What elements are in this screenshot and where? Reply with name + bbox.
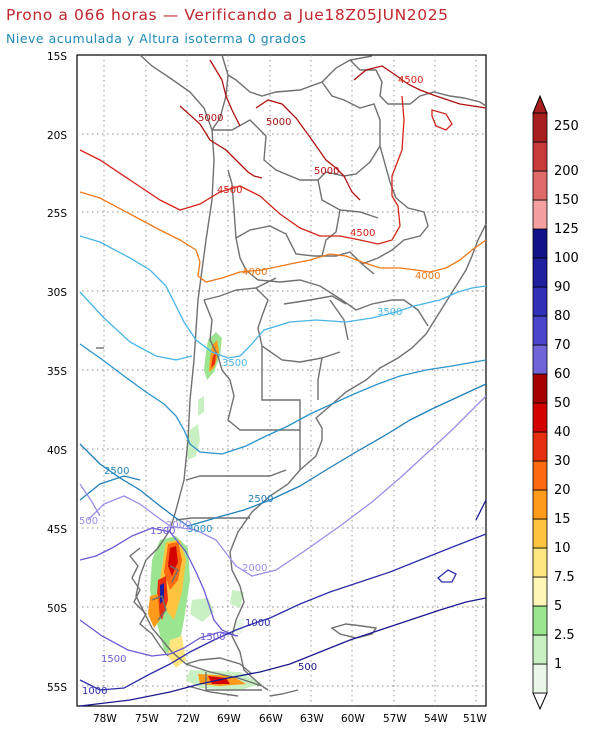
contour-label: 5000: [198, 113, 223, 124]
contour-label: 500: [298, 662, 317, 673]
lat-tick-label: 35S: [47, 366, 67, 378]
colorbar-label: 70: [554, 338, 571, 353]
lon-tick-label: 60W: [341, 713, 365, 725]
contour-label: 5000: [314, 166, 339, 177]
lat-tick-label: 20S: [47, 130, 67, 142]
colorbar-label: 200: [554, 164, 579, 179]
contour-label: 1000: [82, 686, 107, 697]
contour-label: 1000: [245, 618, 270, 629]
contour-label: 4500: [398, 75, 423, 86]
contour-label: 3500: [222, 358, 247, 369]
lon-tick-label: 72W: [176, 713, 200, 725]
map-frame: [76, 54, 487, 707]
isotherm-contours: [79, 59, 487, 707]
longitude-axis: 78W 75W 72W 69W 66W 63W 60W 57W 54W 51W: [93, 713, 487, 725]
contour-label: 4000: [242, 267, 267, 278]
colorbar-label: 40: [554, 425, 571, 440]
contour-label: 2000: [166, 520, 191, 531]
lat-tick-label: 40S: [47, 445, 67, 457]
lat-tick-label: 50S: [47, 603, 67, 615]
colorbar-label: 150: [554, 193, 579, 208]
contour-label: 1500: [200, 632, 225, 643]
colorbar-label: 80: [554, 309, 571, 324]
contour-label: 1500: [101, 654, 126, 665]
colorbar-label: 5: [554, 599, 562, 614]
colorbar-label: 20: [554, 483, 571, 498]
coastline-borders: [96, 54, 487, 697]
map-title: Prono a 066 horas — Verificando a Jue18Z…: [6, 6, 449, 24]
lon-tick-label: 75W: [135, 713, 159, 725]
map-subtitle: Nieve acumulada y Altura isoterma 0 grad…: [6, 31, 307, 46]
lat-tick-label: 45S: [47, 524, 67, 536]
contour-label: 500: [79, 516, 98, 527]
contour-label: 4500: [350, 228, 375, 239]
contour-label: 3500: [377, 307, 402, 318]
colorbar-label: 50: [554, 396, 571, 411]
contour-label: 2000: [242, 563, 267, 574]
colorbar-label: 10: [554, 541, 571, 556]
colorbar-label: 7.5: [554, 570, 575, 585]
lon-tick-label: 78W: [93, 713, 117, 725]
contour-label: 5000: [266, 117, 291, 128]
contour-label: 4500: [217, 185, 242, 196]
colorbar-label: 15: [554, 512, 571, 527]
contour-labels: 5000 5000 5000 4500 4500 4500 4000 4000 …: [79, 75, 440, 697]
lat-tick-label: 25S: [47, 208, 67, 220]
colorbar: 1 2.5 5 7.5 10 15 20 30 40 50 60 70 80 9…: [532, 94, 579, 711]
lon-tick-label: 69W: [217, 713, 241, 725]
colorbar-label: 250: [554, 119, 579, 134]
colorbar-label: 1: [554, 657, 562, 672]
map-grid: [77, 55, 486, 706]
contour-label: 1500: [150, 526, 175, 537]
colorbar-label: 90: [554, 280, 571, 295]
contour-label: 2500: [248, 494, 273, 505]
contour-label: 3000: [187, 524, 212, 535]
contour-label: 4000: [415, 271, 440, 282]
lon-tick-label: 63W: [300, 713, 324, 725]
latitude-axis: 15S 20S 25S 30S 35S 40S 45S 50S 55S: [47, 51, 67, 694]
colorbar-label: 60: [554, 367, 571, 382]
colorbar-label: 2.5: [554, 628, 575, 643]
lon-tick-label: 66W: [259, 713, 283, 725]
lon-tick-label: 57W: [383, 713, 407, 725]
colorbar-label: 30: [554, 454, 571, 469]
lat-tick-label: 15S: [47, 51, 67, 63]
lat-tick-label: 55S: [47, 682, 67, 694]
colorbar-label: 100: [554, 251, 579, 266]
contour-label: 2500: [104, 466, 129, 477]
lat-tick-label: 30S: [47, 287, 67, 299]
colorbar-label: 125: [554, 222, 579, 237]
lon-tick-label: 51W: [463, 713, 487, 725]
lon-tick-label: 54W: [424, 713, 448, 725]
